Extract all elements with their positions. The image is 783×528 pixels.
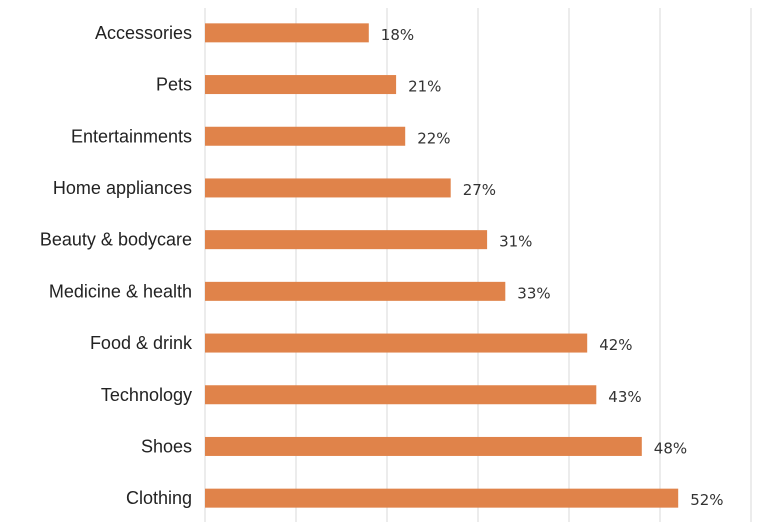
bar-9: [205, 488, 679, 508]
data-label: 33%: [517, 284, 550, 302]
data-label: 18%: [381, 26, 414, 44]
bar-8: [205, 436, 642, 456]
category-labels: Accessories Pets Entertainments Home applia…: [40, 23, 193, 508]
category-label: Pets: [156, 75, 192, 95]
data-label: 31%: [499, 233, 532, 251]
category-label: Beauty & bodycare: [40, 230, 192, 250]
category-label: Accessories: [95, 23, 192, 43]
bar-4: [205, 230, 488, 250]
data-label: 43%: [608, 388, 641, 406]
category-label: Home appliances: [53, 178, 192, 198]
bar-2: [205, 126, 406, 146]
data-label: 22%: [417, 129, 450, 147]
category-label: Clothing: [126, 488, 192, 508]
data-label: 27%: [463, 181, 496, 199]
bar-3: [205, 178, 451, 198]
bar-0: [205, 23, 369, 43]
data-label: 42%: [599, 336, 632, 354]
bar-5: [205, 281, 506, 301]
bar-6: [205, 333, 588, 353]
category-label: Technology: [101, 385, 192, 405]
data-label: 52%: [690, 491, 723, 509]
bar-1: [205, 75, 397, 95]
bar-7: [205, 385, 597, 405]
category-label: Medicine & health: [49, 281, 192, 301]
category-label: Entertainments: [71, 126, 192, 146]
data-labels: 18% 21% 22% 27% 31% 33% 42% 43% 48% 52%: [381, 26, 724, 509]
category-label: Food & drink: [90, 333, 193, 353]
data-label: 21%: [408, 78, 441, 96]
bars: [205, 23, 679, 508]
data-label: 48%: [654, 439, 687, 457]
category-label: Shoes: [141, 436, 192, 456]
